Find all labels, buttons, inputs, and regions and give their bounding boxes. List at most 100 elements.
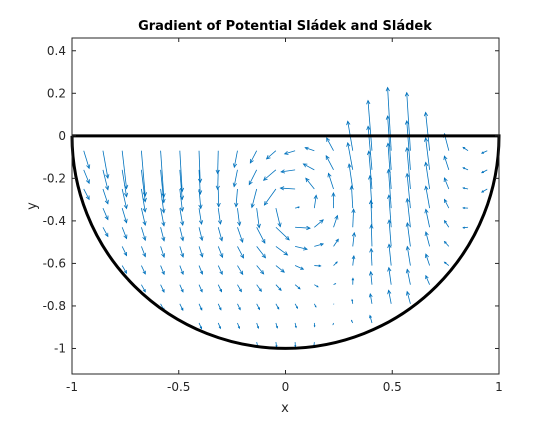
quiver-arrow [140,188,146,212]
quiver-arrowhead [351,255,356,260]
quiver-arrow [121,150,127,189]
quiver-arrow [314,219,324,228]
quiver-arrow [425,253,430,266]
quiver-arrowhead [123,218,128,224]
quiver-arrowhead [351,298,354,302]
quiver-arrow [444,261,450,266]
quiver-arrowhead [234,202,239,208]
quiver-arrowhead [387,194,392,199]
quiver-arrow [370,200,373,228]
quiver-arrowhead [368,293,373,298]
quiver-arrowhead [180,253,185,258]
x-tick-label: -1 [66,380,78,394]
quiver-arrowhead [123,192,129,198]
quiver-arrowhead [351,231,357,237]
quiver-arrowhead [265,155,271,160]
quiver-arrowhead [303,246,308,251]
quiver-arrow [198,322,202,329]
quiver-arrowhead [123,234,128,240]
quiver-arrowhead [462,167,466,170]
quiver-arrow [388,220,392,247]
y-tick-label: 0 [58,129,66,143]
quiver-arrowhead [142,270,146,275]
quiver-arrowhead [297,286,301,290]
quiver-arrowhead [366,99,371,105]
quiver-arrow [275,284,282,291]
quiver-arrowhead [142,221,147,226]
quiver-arrow [249,150,258,164]
quiver-arrow [369,315,373,324]
quiver-arrow [368,151,373,190]
quiver-arrowhead [351,277,355,281]
quiver-arrow [275,208,281,227]
quiver-arrow [198,188,202,209]
quiver-arrow [141,246,146,257]
quiver-arrow [198,150,201,183]
quiver-arrowhead [258,288,262,292]
quiver-arrowhead [219,236,224,242]
quiver-arrowhead [319,242,325,247]
quiver-arrowhead [368,270,374,276]
quiver-arrowhead [161,221,166,227]
quiver-arrow [388,169,392,209]
quiver-arrow [351,185,354,209]
quiver-arrow [388,195,392,228]
quiver-arrowhead [405,172,410,178]
quiver-arrowhead [368,199,374,205]
quiver-arrow [102,207,109,220]
quiver-arrowhead [198,204,203,210]
quiver-arrowhead [216,202,221,208]
quiver-arrow [217,246,223,258]
quiver-arrow [263,169,277,181]
quiver-arrowhead [326,137,331,142]
quiver-arrow [266,150,277,160]
quiver-arrowhead [335,238,339,243]
quiver-arrowhead [283,150,289,155]
quiver-arrowhead [262,176,268,181]
quiver-arrowhead [279,186,285,191]
quiver-arrowhead [232,163,238,169]
quiver-arrow [425,162,431,190]
quiver-arrow [388,267,392,285]
quiver-arrowhead [386,142,391,148]
quiver-arrowhead [161,193,166,199]
quiver-arrow [179,188,183,212]
quiver-arrow [352,209,354,228]
quiver-arrowhead [199,236,204,242]
quiver-arrowhead [219,270,223,275]
quiver-arrow [83,188,90,200]
quiver-arrowhead [123,251,128,257]
quiver-arrow [121,208,127,223]
quiver-arrow [160,265,165,275]
quiver-arrow [425,231,430,247]
quiver-arrow [369,293,373,304]
quiver-arrow [198,169,201,195]
quiver-arrow [160,188,165,213]
quiver-arrow [217,208,221,225]
y-tick-label: -0.8 [43,299,66,313]
quiver-arrow [328,173,334,190]
quiver-arrowhead [405,197,410,203]
quiver-arrowhead [219,253,224,259]
quiver-arrow [235,188,238,207]
quiver-arrow [303,163,315,171]
quiver-arrowhead [142,192,148,197]
quiver-arrow [217,150,219,174]
quiver-arrowhead [302,163,308,168]
quiver-arrow [406,147,411,190]
quiver-arrow [352,232,355,247]
quiver-arrow [160,227,165,241]
quiver-arrow [141,265,146,275]
quiver-arrow [121,265,127,274]
x-tick-label: 0.5 [383,380,402,394]
quiver-arrow [275,246,288,256]
quiver-arrowhead [325,155,330,160]
quiver-arrowhead [368,174,373,180]
quiver-arrowhead [405,222,410,227]
quiver-arrowhead [180,307,184,311]
quiver-arrowhead [123,270,128,275]
quiver-arrowhead [257,307,261,311]
y-tick-label: -1 [54,341,66,355]
quiver-arrowhead [199,253,204,258]
quiver-arrow [179,208,184,226]
